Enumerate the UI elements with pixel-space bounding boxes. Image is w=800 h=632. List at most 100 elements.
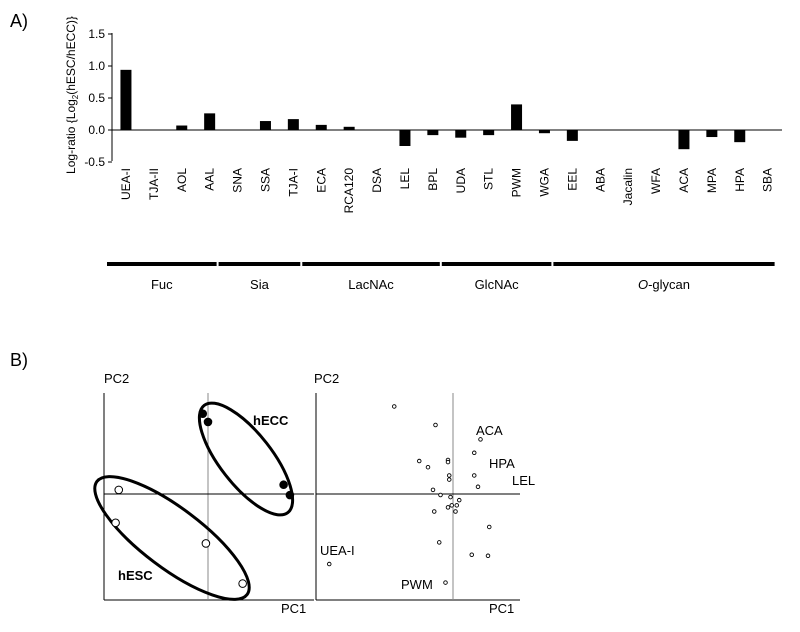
loading-point: [453, 509, 458, 514]
loading-point: [447, 473, 452, 478]
panel-b-label: B): [10, 350, 28, 370]
hesc-point: [201, 539, 211, 548]
loading-y-axis-label: PC2: [314, 371, 339, 386]
loading-point: [443, 580, 448, 585]
annotation-hpa: HPA: [489, 456, 515, 471]
y-tick-label: 1.0: [88, 59, 105, 73]
x-tick-label: RCA120: [342, 168, 356, 214]
x-tick-label: UDA: [454, 168, 468, 193]
loading-points: [327, 404, 492, 585]
hesc-cluster-ellipse: [93, 475, 251, 601]
hesc-label: hESC: [118, 568, 153, 583]
annotation-aca: ACA: [476, 423, 503, 438]
loading-point: [487, 524, 492, 530]
x-tick-label: TJA-I: [286, 168, 300, 197]
bar-bpl: [427, 130, 439, 136]
x-tick-label: ECA: [314, 168, 328, 193]
x-tick-labels: UEA-I TJA-II AOL AAL SNA SSA TJA-I ECA RCA120 DSA…: [119, 168, 775, 214]
group-bar: [553, 262, 775, 266]
x-tick-label: TJA-II: [147, 168, 161, 200]
x-tick-label: AOL: [175, 168, 189, 192]
x-tick-label: WFA: [649, 168, 663, 194]
loading-point: [417, 458, 422, 464]
group-label: GlcNAc: [475, 277, 520, 292]
bar-mpa: [706, 130, 718, 138]
x-tick-label: EEL: [565, 168, 579, 191]
bar-ssa: [259, 121, 271, 130]
loading-point: [430, 487, 436, 493]
x-tick-label: HPA: [733, 168, 747, 192]
loading-point: [448, 494, 453, 500]
x-tick-label: BPL: [426, 168, 440, 191]
bars: [120, 69, 746, 150]
x-tick-label: Jacalin: [621, 168, 635, 205]
y-tick-label: -0.5: [84, 155, 105, 169]
y-axis-label: Log-ratio {Log2(hESC/hECC)}: [64, 16, 80, 174]
loading-point: [472, 450, 477, 456]
bar-uda: [455, 130, 467, 138]
x-tick-label: WGA: [537, 168, 551, 197]
group-label: LacNAc: [348, 277, 394, 292]
loading-point: [449, 503, 455, 508]
hecc-point: [279, 480, 288, 490]
x-tick-label: ACA: [677, 168, 691, 193]
loading-point: [469, 552, 475, 558]
group-bar: [302, 262, 440, 266]
hesc-point: [114, 485, 124, 495]
bar-eel: [566, 130, 578, 141]
x-tick-label: SNA: [231, 168, 245, 193]
loading-point: [432, 509, 437, 514]
x-tick-label: AAL: [203, 168, 217, 191]
panel-a-label: A): [10, 11, 28, 31]
x-tick-label: PWM: [510, 168, 524, 197]
x-tick-label: STL: [482, 168, 496, 190]
score-y-axis-label: PC2: [104, 371, 129, 386]
loading-point: [433, 422, 438, 428]
y-tick-label: 0.0: [88, 123, 105, 137]
bar-uea-i: [120, 69, 132, 130]
hecc-point: [203, 417, 213, 427]
group-label: Sia: [250, 277, 270, 292]
annotation-lel: LEL: [512, 473, 535, 488]
x-tick-label: UEA-I: [119, 168, 133, 200]
loading-point: [475, 484, 481, 490]
bar-stl: [483, 130, 495, 136]
x-tick-label: ABA: [593, 168, 607, 192]
loading-point: [438, 492, 443, 498]
bar-lel: [399, 130, 411, 146]
loading-x-axis-label: PC1: [489, 601, 514, 616]
y-tick-label: 0.5: [88, 91, 105, 105]
loading-point: [327, 561, 332, 567]
score-points: [111, 409, 295, 588]
group-bar: [441, 262, 552, 266]
loading-point: [485, 553, 491, 559]
loading-point: [447, 477, 452, 482]
bar-eca: [315, 124, 327, 130]
bar-pwm: [511, 104, 523, 130]
bar-aca: [678, 130, 690, 150]
y-tick-label: 1.5: [88, 27, 105, 41]
loading-point: [445, 459, 451, 465]
loading-point: [425, 464, 431, 470]
y-ticks: 1.5 1.0 0.5 0.0 -0.5: [84, 27, 112, 169]
loading-point: [454, 503, 460, 508]
hecc-cluster-ellipse: [197, 401, 295, 517]
bar-aal: [204, 113, 216, 130]
bar-aol: [176, 125, 188, 130]
hecc-point: [198, 409, 208, 418]
loading-point: [445, 505, 451, 510]
pca-score-plot: PC2 PC1 hECC hESC: [93, 371, 314, 616]
bar-tja-i: [287, 119, 299, 130]
bar-chart: Log-ratio {Log2(hESC/hECC)} 1.5 1.0 0.5 0.0…: [64, 16, 782, 292]
bar-wga: [538, 130, 550, 134]
group-brackets: Fuc Sia LacNAc GlcNAc O-glycan: [107, 262, 775, 292]
hesc-point: [111, 518, 120, 528]
hecc-point: [285, 490, 295, 500]
hecc-label: hECC: [253, 413, 289, 428]
group-bar: [107, 262, 217, 266]
loading-point: [472, 473, 477, 478]
annotation-uea-i: UEA-I: [320, 543, 355, 558]
score-x-axis-label: PC1: [281, 601, 306, 616]
x-tick-label: SSA: [258, 168, 272, 192]
